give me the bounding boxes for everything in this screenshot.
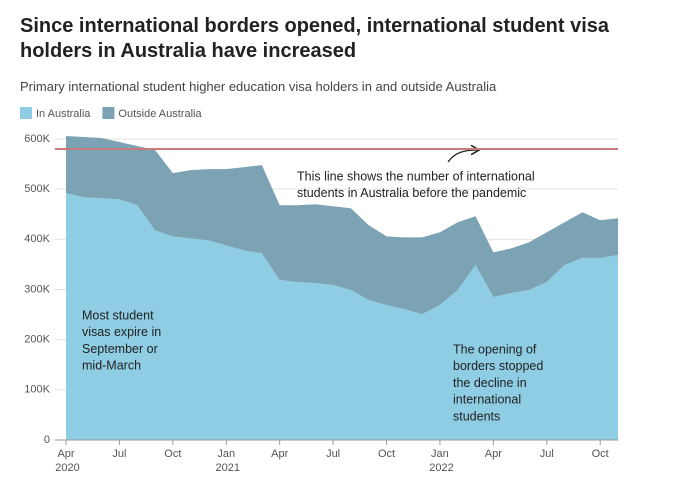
x-tick-label: Jul (540, 448, 554, 460)
annotation: visas expire in (82, 325, 161, 339)
x-tick-label: Oct (164, 448, 181, 460)
y-tick-label: 0 (44, 434, 50, 446)
area (66, 135, 618, 315)
y-tick-label: 200K (24, 334, 50, 346)
y-tick-label: 100K (24, 384, 50, 396)
x-tick-label: Jul (326, 448, 340, 460)
x-tick-label: Jan 2021 (212, 448, 240, 474)
x-tick-label: Oct (592, 448, 609, 460)
annotation: September or (82, 342, 158, 356)
x-tick-label: Apr (485, 448, 502, 460)
x-tick-label: Jul (112, 448, 126, 460)
annotation: international (453, 393, 521, 407)
x-tick-label: Oct (378, 448, 395, 460)
annotation: the decline in (453, 376, 527, 390)
legend-swatch (20, 107, 32, 119)
y-tick-label: 400K (24, 233, 50, 245)
annotation: The opening of (453, 342, 537, 356)
annotation: borders stopped (453, 359, 543, 373)
annotation: This line shows the number of internatio… (297, 169, 535, 183)
y-tick-label: 600K (24, 133, 50, 145)
legend-label: In Australia (36, 108, 91, 120)
chart-title: Since international borders opened, inte… (20, 15, 609, 62)
annotation: Most student (82, 308, 154, 322)
x-tick-label: Apr 2020 (52, 448, 80, 474)
chart-subtitle: Primary international student higher edu… (20, 79, 497, 94)
legend-swatch (102, 107, 115, 119)
x-tick-label: Apr (271, 448, 288, 460)
annotation: mid-March (82, 359, 141, 373)
x-tick-label: Jan 2022 (426, 448, 454, 474)
annotation-arrow (447, 150, 478, 163)
annotation: students (453, 409, 500, 423)
y-tick-label: 500K (24, 183, 50, 195)
y-tick-label: 300K (24, 283, 50, 295)
area (66, 193, 618, 440)
annotation: students in Australia before the pandemi… (297, 186, 526, 200)
legend-label: Outside Australia (118, 108, 202, 120)
